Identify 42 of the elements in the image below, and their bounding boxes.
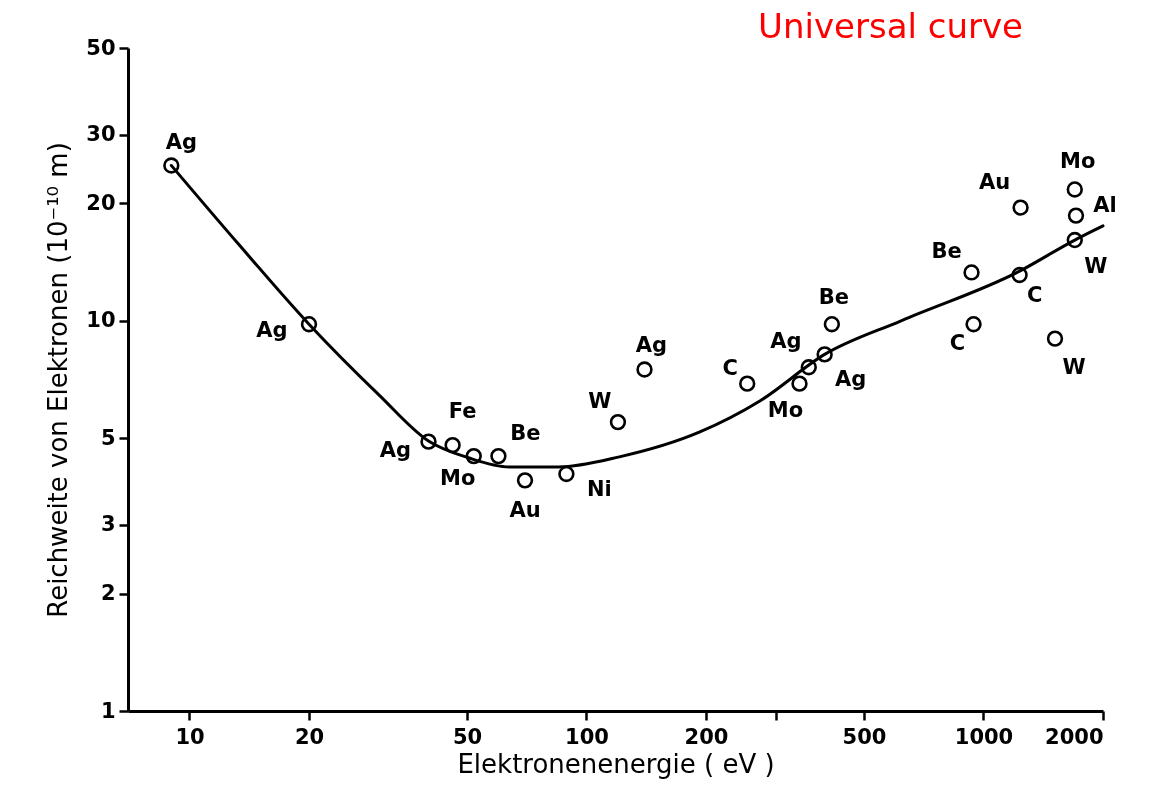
- annotation: C: [722, 355, 738, 380]
- x-tick-label: 500: [842, 724, 887, 749]
- x-tick-label: 20: [294, 724, 325, 749]
- y-tick-label: 30: [86, 122, 116, 147]
- annotation: Be: [510, 421, 541, 446]
- annotation: Ni: [587, 476, 612, 501]
- y-tick-label: 2: [100, 581, 116, 606]
- annotation: Mo: [440, 466, 476, 491]
- annotation: W: [1062, 354, 1086, 379]
- y-tick-label: 10: [86, 308, 116, 333]
- annotation: C: [1026, 283, 1043, 307]
- x-tick-label: 1000: [954, 724, 1014, 749]
- annotation: Ag: [165, 130, 197, 155]
- x-tick-label: 100: [565, 724, 609, 749]
- y-axis-title: Reichweite von Elektronen (10⁻¹⁰ m): [43, 142, 74, 618]
- annotation: Au: [978, 169, 1011, 194]
- annotation: Ag: [256, 318, 288, 343]
- annotation: Au: [509, 498, 541, 523]
- x-tick-label: 2000: [1045, 724, 1104, 749]
- annotation: Ag: [635, 332, 668, 357]
- annotation: Ag: [379, 437, 412, 462]
- annotation: Ag: [770, 329, 802, 354]
- annotation: Ag: [835, 367, 867, 392]
- y-tick-label: 3: [100, 512, 116, 537]
- annotation: Mo: [767, 397, 804, 422]
- x-tick-label: 10: [175, 724, 205, 749]
- y-tick-label: 50: [86, 35, 116, 60]
- y-tick-label: 20: [86, 190, 116, 215]
- annotation: Mo: [1060, 149, 1096, 174]
- chart-title: Universal curve: [758, 6, 1023, 46]
- x-tick-label: 50: [452, 724, 483, 749]
- annotation: Fe: [448, 399, 477, 424]
- annotation: C: [949, 331, 966, 356]
- x-tick-label: 200: [684, 724, 729, 749]
- x-axis-title: Elektronenenergie ( eV ): [457, 748, 775, 779]
- y-tick-label: 5: [100, 425, 116, 450]
- annotation: Be: [931, 239, 962, 264]
- annotation: Al: [1093, 192, 1117, 217]
- y-tick-label: 1: [100, 698, 116, 723]
- annotation: W: [1084, 254, 1108, 279]
- annotation: Be: [818, 285, 849, 310]
- annotation: W: [588, 389, 612, 414]
